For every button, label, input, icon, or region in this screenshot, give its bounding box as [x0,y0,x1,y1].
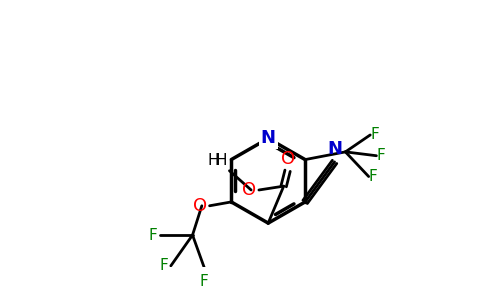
Text: O: O [242,181,257,199]
Text: F: F [370,128,379,142]
Text: H: H [216,153,227,168]
Text: F: F [377,148,385,163]
Text: N: N [261,129,276,147]
Text: F: F [200,274,209,289]
Text: F: F [149,227,158,242]
Text: F: F [160,258,168,273]
Text: H: H [207,153,219,168]
Text: O: O [281,150,295,168]
Text: F: F [369,169,378,184]
Text: O: O [193,197,207,215]
Text: N: N [327,140,342,158]
